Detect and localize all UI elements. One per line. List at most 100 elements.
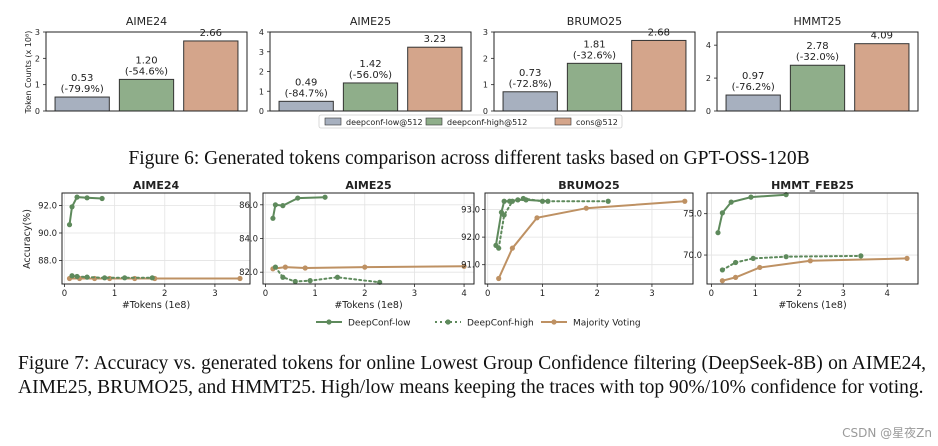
bar-delta-label: (-54.6%): [125, 66, 168, 77]
data-point: [858, 253, 864, 259]
series-line: [71, 274, 154, 279]
bar-value-label: 1.81: [583, 39, 605, 50]
data-point: [757, 264, 763, 271]
bar-chart-title: AIME25: [350, 15, 391, 28]
data-point: [750, 255, 756, 261]
data-point: [509, 245, 515, 251]
bar-delta-label: (-79.9%): [61, 84, 104, 95]
legend-item-label: Majority Voting: [573, 319, 641, 329]
y-tick-label: 86.0: [239, 201, 258, 211]
legend-swatch: [554, 117, 572, 126]
y-tick-label: 3: [35, 28, 40, 37]
bar-value-label: 0.49: [295, 77, 317, 88]
data-point: [719, 210, 725, 216]
y-tick-label: 2: [483, 54, 488, 63]
data-point: [507, 198, 513, 204]
y-tick-label: 0: [483, 107, 488, 116]
y-tick-label: 92.0: [38, 201, 57, 211]
bar-value-label: 0.53: [71, 73, 93, 84]
bar-chart-ylabel: Token Counts (x 10⁸): [24, 31, 33, 115]
data-point: [807, 258, 813, 264]
data-point: [501, 198, 507, 204]
data-point: [719, 278, 725, 284]
data-point: [605, 198, 611, 204]
data-point: [280, 203, 286, 209]
bar: [789, 64, 846, 112]
bar-delta-label: (-76.2%): [732, 82, 775, 93]
watermark: CSDN @星夜Zn: [842, 426, 932, 440]
bar-chart-title: HMMT25: [794, 15, 842, 28]
bar-value-label: 2.78: [806, 41, 828, 52]
line-chart-xlabel: #Tokens (1e8): [334, 300, 402, 311]
x-tick-label: 1: [112, 289, 117, 299]
data-point: [334, 274, 341, 280]
bar-chart-title: BRUMO25: [567, 15, 622, 28]
bar-delta-label: (-32.6%): [573, 50, 616, 61]
bar: [854, 43, 910, 112]
data-point: [534, 215, 540, 221]
bar-value-label: 2.66: [200, 28, 222, 39]
data-point: [682, 198, 688, 204]
line-chart-frame: [484, 192, 694, 285]
data-point: [84, 274, 90, 280]
y-tick-label: 0: [706, 107, 711, 116]
series-line: [497, 197, 610, 250]
bar: [278, 100, 334, 112]
data-point: [719, 267, 725, 273]
y-tick-label: 84.0: [239, 235, 258, 245]
x-tick-label: 4: [885, 289, 890, 299]
line-chart-title: HMMT_FEB25: [771, 179, 854, 192]
bar-chart-frame: [493, 31, 696, 112]
x-tick-label: 1: [312, 289, 317, 299]
x-tick-label: 0: [709, 289, 714, 299]
y-tick-label: 0: [259, 107, 264, 116]
series-line: [68, 196, 104, 226]
data-point: [493, 242, 499, 248]
line-chart-title: BRUMO25: [558, 179, 619, 192]
y-tick-label: 4: [706, 41, 711, 50]
bar-chart-title: AIME24: [126, 15, 167, 28]
data-point: [122, 275, 128, 281]
x-tick-label: 2: [594, 289, 599, 299]
line-chart-frame: [61, 192, 251, 285]
x-tick-label: 3: [841, 289, 846, 299]
data-point: [583, 205, 589, 211]
data-point: [280, 274, 286, 280]
bar: [183, 40, 239, 112]
y-tick-label: 4: [259, 28, 264, 37]
series-line: [271, 265, 466, 270]
y-tick-label: 70.0: [683, 251, 702, 261]
y-tick-label: 2: [35, 54, 40, 63]
bar: [118, 78, 175, 112]
y-tick-label: 2: [706, 74, 711, 83]
data-point: [74, 194, 80, 200]
bar-chart-frame: [269, 31, 472, 112]
bar: [631, 39, 687, 112]
series-line: [721, 257, 908, 282]
y-tick-label: 3: [483, 28, 488, 37]
data-point: [237, 275, 243, 282]
series-line: [271, 196, 327, 220]
data-point: [149, 275, 155, 281]
x-tick-label: 2: [162, 289, 167, 299]
x-tick-label: 1: [540, 289, 545, 299]
data-point: [732, 274, 739, 280]
line-chart-xlabel: #Tokens (1e8): [778, 300, 846, 311]
y-tick-label: 3: [259, 48, 264, 57]
bar-legend-box: [318, 114, 623, 129]
bar-delta-label: (-56.0%): [349, 70, 392, 81]
y-tick-label: 1: [483, 81, 488, 90]
data-point: [322, 194, 328, 200]
legend-item-label: deepconf-low@512: [346, 118, 423, 127]
data-point: [102, 275, 108, 281]
legend-marker: [326, 319, 332, 325]
bar-delta-label: (-84.7%): [285, 88, 328, 99]
line-chart-frame: [262, 192, 475, 285]
line-chart-xlabel: #Tokens (1e8): [122, 300, 190, 311]
bar-value-label: 2.68: [648, 27, 670, 38]
data-point: [362, 264, 368, 270]
legend-swatch: [324, 117, 342, 126]
x-tick-label: 3: [412, 289, 417, 299]
data-point: [515, 197, 521, 203]
